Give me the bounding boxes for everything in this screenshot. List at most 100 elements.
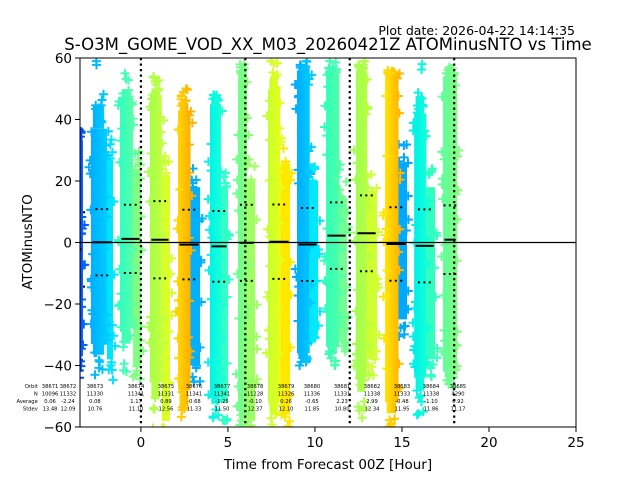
annotation-orbit: 38672 xyxy=(60,384,77,390)
scatter-point xyxy=(315,307,325,317)
annotation-stdev: 11.33 xyxy=(187,406,202,412)
scatter-point xyxy=(279,144,289,154)
scatter-point xyxy=(382,364,392,374)
scatter-point xyxy=(85,169,95,179)
scatter-point xyxy=(251,379,261,389)
scatter-point xyxy=(386,420,396,427)
scatter-point xyxy=(351,339,361,349)
scatter-point xyxy=(184,110,194,120)
scatter-point xyxy=(275,219,285,229)
scatter-point xyxy=(232,269,242,279)
scatter-point xyxy=(350,236,360,246)
scatter-point xyxy=(358,63,368,73)
scatter-point xyxy=(218,300,228,310)
scatter-point xyxy=(286,343,296,353)
annotation-header-label: Orbit xyxy=(25,384,38,390)
scatter-point xyxy=(84,162,94,172)
scatter-point xyxy=(335,160,345,170)
annotation-stdev: 12.09 xyxy=(61,406,76,412)
dense-point-cloud xyxy=(267,88,281,403)
orbit-38678-points xyxy=(231,59,262,427)
scatter-point xyxy=(80,373,85,383)
scatter-point xyxy=(144,322,154,332)
scatter-point xyxy=(240,407,250,417)
orbit-38685-stats xyxy=(443,204,457,276)
scatter-point xyxy=(364,251,374,261)
scatter-point xyxy=(431,292,441,302)
orbit-annotations: 38671100960.0613.483867211332-2.2412.093… xyxy=(16,384,466,413)
scatter-point xyxy=(113,301,123,311)
scatter-point xyxy=(438,194,448,204)
scatter-point xyxy=(252,215,262,225)
scatter-point xyxy=(156,370,166,380)
scatter-point xyxy=(441,68,451,78)
scatter-point xyxy=(215,253,225,263)
scatter-point xyxy=(303,70,313,80)
scatter-point xyxy=(252,300,262,310)
scatter-point xyxy=(127,262,137,272)
scatter-point xyxy=(297,349,307,359)
scatter-point xyxy=(293,165,303,175)
annotation-n: 11333 xyxy=(394,391,411,397)
scatter-point xyxy=(361,109,371,119)
annotation-n: 4290 xyxy=(451,391,464,397)
scatter-point xyxy=(115,157,125,167)
scatter-point xyxy=(448,369,458,379)
scatter-point xyxy=(432,353,442,363)
scatter-point xyxy=(159,337,169,347)
scatter-point xyxy=(349,145,359,155)
scatter-point xyxy=(107,147,117,157)
dense-point-cloud-tail xyxy=(179,390,189,406)
scatter-point xyxy=(452,151,462,161)
scatter-point xyxy=(233,130,243,140)
scatter-point xyxy=(416,65,426,75)
scatter-point xyxy=(264,287,274,297)
orbit-38681-points xyxy=(319,58,354,370)
scatter-point xyxy=(420,126,430,136)
scatter-point xyxy=(155,356,165,366)
annotation-orbit: 38671 xyxy=(42,384,59,390)
scatter-point xyxy=(133,155,143,165)
scatter-point xyxy=(159,423,169,427)
scatter-point xyxy=(80,358,84,361)
scatter-point xyxy=(217,333,227,343)
scatter-point xyxy=(212,90,222,100)
annotation-orbit: 38685 xyxy=(450,384,467,390)
scatter-point xyxy=(363,182,373,192)
annotation-orbit: 38683 xyxy=(394,384,411,390)
scatter-point xyxy=(418,407,428,417)
annotation-stdev: 11.10 xyxy=(129,406,144,412)
y-tick-label: 60 xyxy=(55,51,72,67)
scatter-point xyxy=(235,227,245,237)
scatter-point xyxy=(105,139,115,149)
scatter-point xyxy=(184,140,194,150)
scatter-point xyxy=(270,409,280,419)
scatter-point xyxy=(341,177,351,187)
scatter-point xyxy=(324,347,334,357)
annotation-orbit: 38681 xyxy=(334,384,351,390)
scatter-point xyxy=(419,353,429,363)
annotation-n: 11332 xyxy=(60,391,77,397)
annotation-orbit: 38682 xyxy=(364,384,381,390)
annotation-average: 0.06 xyxy=(44,399,56,405)
scatter-point xyxy=(310,164,320,174)
scatter-point xyxy=(413,101,423,111)
dense-point-cloud xyxy=(90,128,107,344)
annotation-average: 0.89 xyxy=(160,399,172,405)
orbit-38675-points xyxy=(143,71,177,427)
scatter-point xyxy=(265,261,275,271)
scatter-point xyxy=(205,225,215,235)
scatter-point xyxy=(185,168,195,178)
scatter-point xyxy=(302,58,312,67)
dense-point-cloud xyxy=(280,165,291,415)
scatter-point xyxy=(164,326,174,336)
scatter-point xyxy=(304,167,314,177)
dense-point-cloud xyxy=(297,70,310,354)
scatter-point xyxy=(130,148,140,158)
scatter-point xyxy=(352,349,362,359)
scatter-point xyxy=(246,420,256,427)
scatter-point xyxy=(306,280,316,290)
scatter-point xyxy=(399,140,409,150)
